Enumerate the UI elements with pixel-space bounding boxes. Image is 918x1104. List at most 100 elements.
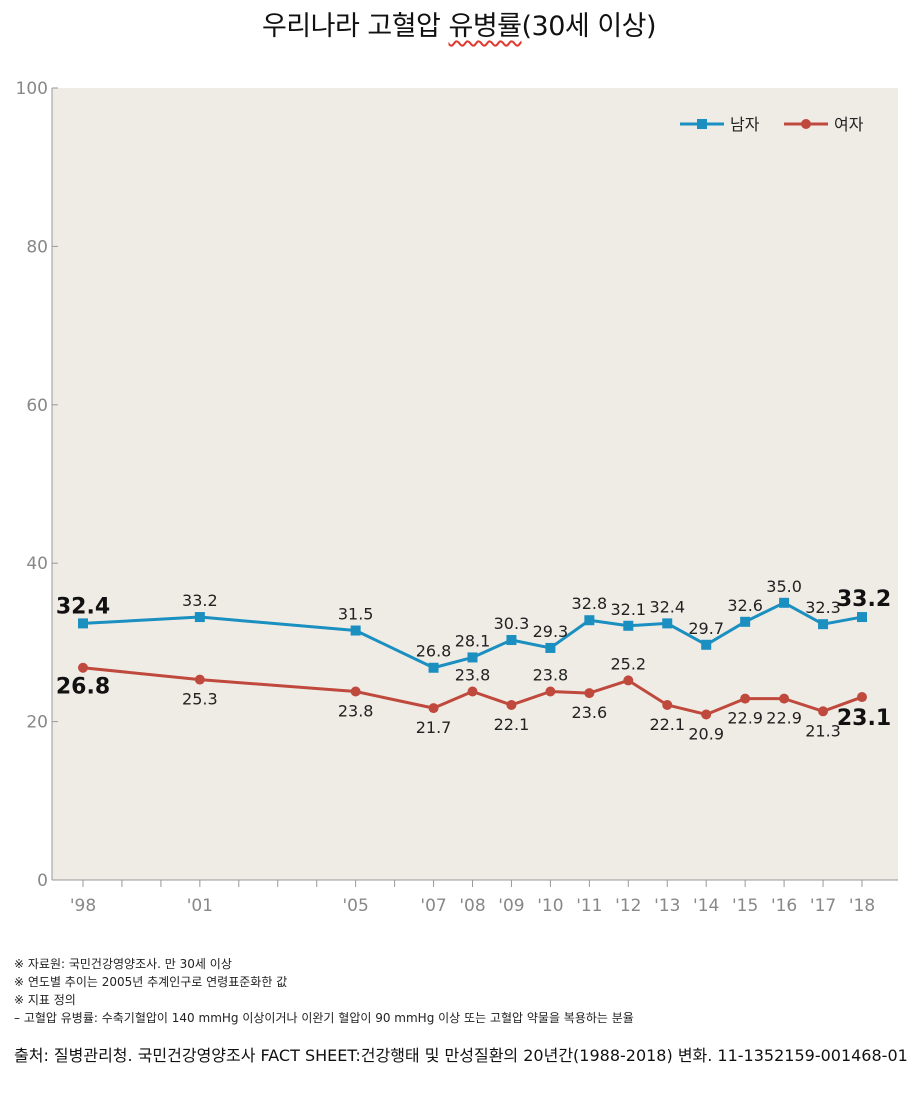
data-label: 32.3: [805, 598, 841, 617]
data-point: [194, 674, 205, 685]
y-tick-label: 60: [26, 396, 48, 416]
data-point: [701, 639, 712, 650]
data-label: 26.8: [56, 675, 110, 700]
data-label: 33.2: [182, 591, 218, 610]
chart-title: 우리나라 고혈압 유병률(30세 이상): [0, 4, 918, 43]
chart-title-underlined: 유병률: [448, 11, 522, 42]
data-point: [779, 597, 790, 608]
y-tick-label: 0: [37, 871, 48, 891]
y-tick-label: 20: [26, 713, 48, 733]
data-label: 23.8: [533, 666, 569, 685]
data-label: 20.9: [688, 724, 724, 743]
x-tick-label: '14: [693, 896, 719, 916]
data-label: 35.0: [766, 577, 802, 596]
data-label: 23.6: [572, 703, 608, 722]
data-point: [78, 662, 88, 673]
legend: 남자 여자: [680, 115, 864, 134]
data-label: 32.6: [727, 596, 763, 615]
data-point: [857, 612, 867, 623]
notes: ※ 자료원: 국민건강영양조사. 만 30세 이상 ※ 연도별 추이는 2005…: [14, 955, 914, 1027]
y-tick-label: 40: [26, 554, 48, 574]
data-point: [467, 652, 478, 663]
data-point: [506, 635, 517, 646]
data-point: [623, 620, 634, 631]
data-point: [818, 619, 829, 630]
data-label: 33.2: [837, 587, 891, 612]
x-tick-label: '01: [187, 896, 213, 916]
y-axis: 0 20 40 60 80 100: [16, 79, 58, 891]
legend-label: 여자: [834, 115, 864, 134]
x-tick-label: '13: [654, 896, 680, 916]
line-chart: 0 20 40 60 80 100 '98 '01 '05 '07 '08 '09 '10 '11 '12…: [16, 79, 898, 916]
source-citation: 출처: 질병관리청. 국민건강영양조사 FACT SHEET:건강행태 및 만성…: [14, 1046, 908, 1065]
x-tick-label: '16: [771, 896, 797, 916]
data-point: [623, 675, 634, 686]
chart-title-main: 우리나라 고혈압: [261, 11, 449, 42]
data-label: 22.9: [727, 709, 763, 728]
series-female: [78, 662, 867, 720]
legend-item-male: 남자: [680, 115, 760, 134]
data-point: [584, 615, 595, 626]
x-tick-label: '09: [498, 896, 524, 916]
data-point: [584, 688, 595, 699]
note-definition-heading: ※ 지표 정의: [14, 993, 76, 1007]
data-point: [350, 686, 361, 697]
plot-background: [52, 88, 898, 880]
data-label: 21.7: [416, 718, 452, 737]
data-point: [662, 618, 673, 629]
data-label: 29.7: [688, 619, 724, 638]
legend-swatch-marker: [801, 119, 811, 129]
data-label: 23.1: [837, 706, 891, 731]
x-tick-label: '98: [70, 896, 96, 916]
data-label: 23.8: [455, 666, 491, 685]
data-label: 32.8: [572, 594, 608, 613]
x-axis: '98 '01 '05 '07 '08 '09 '10 '11 '12 '13 '14 '15 '16 '…: [52, 879, 898, 916]
series-male: [78, 597, 867, 673]
data-label: 29.3: [533, 622, 569, 641]
x-tick-label: '07: [420, 896, 446, 916]
x-tick-label: '11: [576, 896, 602, 916]
data-point: [506, 699, 517, 710]
data-label: 32.4: [649, 597, 685, 616]
data-labels: 32.4 33.231.526.828.130.3 29.332.8 32.1 32.4…: [56, 577, 891, 744]
data-point: [428, 703, 439, 714]
note-definition: – 고혈압 유병률: 수축기혈압이 140 mmHg 이상이거나 이완기 혈압이…: [14, 1011, 634, 1025]
data-point: [545, 686, 556, 697]
data-point: [740, 693, 751, 704]
data-point: [545, 642, 556, 653]
x-tick-label: '10: [537, 896, 563, 916]
x-tick-label: '12: [615, 896, 641, 916]
data-label: 22.1: [494, 715, 530, 734]
data-point: [428, 662, 439, 673]
x-tick-label: '15: [732, 896, 758, 916]
data-label: 21.3: [805, 721, 841, 740]
data-label: 31.5: [338, 605, 374, 624]
y-tick-label: 80: [26, 237, 48, 257]
data-point: [701, 709, 712, 720]
x-tick-label: '05: [342, 896, 368, 916]
data-label: 25.2: [610, 654, 646, 673]
legend-item-female: 여자: [784, 115, 864, 134]
data-point: [740, 616, 751, 627]
data-point: [662, 699, 673, 710]
x-tick-label: '08: [459, 896, 485, 916]
data-point: [78, 618, 88, 629]
data-point: [194, 612, 205, 623]
data-label: 22.9: [766, 709, 802, 728]
x-tick-label: '17: [810, 896, 836, 916]
data-label: 28.1: [455, 631, 491, 650]
note-standardization: ※ 연도별 추이는 2005년 추계인구로 연령표준화한 값: [14, 975, 288, 989]
data-label: 30.3: [494, 614, 530, 633]
data-label: 25.3: [182, 690, 218, 709]
data-label: 23.8: [338, 702, 374, 721]
chart-title-tail: (30세 이상): [521, 11, 657, 42]
series-layer: [78, 597, 867, 720]
data-point: [467, 686, 478, 697]
x-tick-label: '18: [849, 896, 875, 916]
y-tick-label: 100: [16, 79, 48, 99]
data-label: 32.1: [610, 600, 646, 619]
data-point: [818, 706, 829, 717]
legend-swatch-marker: [697, 119, 707, 129]
data-label: 32.4: [56, 594, 110, 619]
data-label: 26.8: [416, 642, 452, 661]
